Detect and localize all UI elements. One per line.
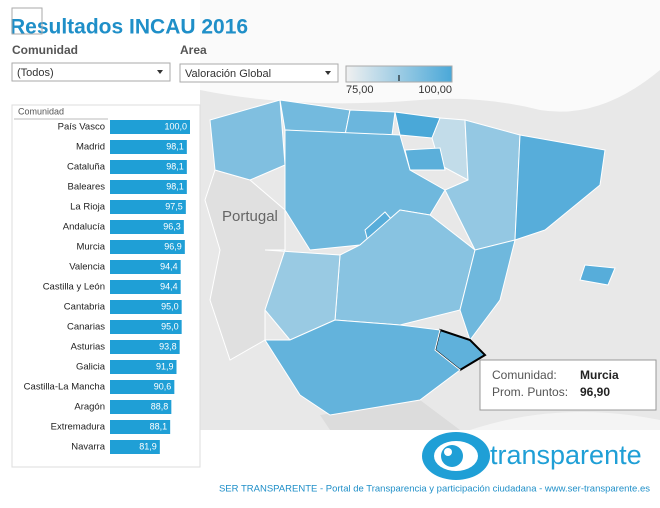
bar: [110, 260, 181, 274]
value-label: 100,0: [164, 121, 187, 131]
bar: [110, 360, 177, 374]
bar: [110, 300, 182, 314]
bar: [110, 440, 160, 454]
category-label: Extremadura: [51, 422, 106, 433]
bar: [110, 420, 171, 434]
value-label: 88,1: [150, 421, 168, 431]
category-label: Asturias: [71, 342, 106, 353]
bar: [110, 120, 190, 134]
logo-text: transparente: [490, 440, 642, 470]
category-label: Andalucía: [63, 222, 106, 233]
tooltip-value: Murcia: [580, 368, 619, 382]
bar: [110, 340, 180, 354]
category-label: Navarra: [71, 442, 106, 453]
bar: [110, 240, 185, 254]
map-region: [344, 109, 396, 136]
category-label: País Vasco: [58, 122, 105, 133]
value-label: 91,9: [156, 361, 174, 371]
tooltip-value: 96,90: [580, 385, 610, 399]
bar: [110, 400, 172, 414]
map-region: [404, 147, 446, 171]
bar: [110, 320, 182, 334]
filter-label: Area: [180, 43, 207, 57]
legend-label: 75,00: [346, 84, 374, 96]
value-label: 96,9: [164, 241, 182, 251]
tooltip: Comunidad: Murcia Prom. Puntos: 96,90: [479, 359, 657, 411]
value-label: 88,8: [151, 401, 169, 411]
map-label: Portugal: [222, 208, 278, 225]
color-legend: [345, 65, 453, 83]
bar: [110, 180, 187, 194]
bar: [110, 160, 187, 174]
category-label: Galicia: [76, 362, 106, 373]
category-label: Valencia: [69, 262, 105, 273]
bar: [110, 280, 181, 294]
category-label: Baleares: [68, 182, 106, 193]
value-label: 81,9: [139, 441, 157, 451]
value-label: 97,5: [165, 201, 183, 211]
value-label: 98,1: [166, 161, 184, 171]
focus-button[interactable]: [11, 7, 43, 35]
category-label: Castilla y León: [43, 282, 105, 293]
filter-value: (Todos): [17, 67, 54, 79]
filter-value: Valoración Global: [185, 68, 271, 80]
category-label: Cataluña: [67, 162, 106, 173]
logo: transparente: [422, 432, 642, 480]
value-label: 95,0: [161, 301, 179, 311]
map-region: [459, 239, 516, 342]
footer: SER TRANSPARENTE - Portal de Transparenc…: [219, 484, 650, 495]
dropdown-arrow: [325, 71, 331, 75]
map-region: [209, 99, 286, 181]
value-label: 98,1: [166, 181, 184, 191]
value-label: 95,0: [161, 321, 179, 331]
tooltip-label: Prom. Puntos:: [492, 385, 568, 399]
value-label: 90,6: [154, 381, 172, 391]
chart-title: Resultados INCAU 2016: [10, 16, 248, 39]
category-label: Aragón: [74, 402, 105, 413]
tooltip-label: Comunidad:: [492, 368, 557, 382]
category-label: Murcia: [76, 242, 105, 253]
map-region: [514, 134, 606, 241]
category-label: Canarias: [67, 322, 105, 333]
bar: [110, 200, 186, 214]
value-label: 94,4: [160, 281, 178, 291]
value-label: 98,1: [166, 141, 184, 151]
bar: [110, 140, 187, 154]
column-header: Comunidad: [18, 106, 64, 116]
category-label: Madrid: [76, 142, 105, 153]
filter-dropdown[interactable]: [179, 63, 339, 83]
map-region: [579, 264, 616, 286]
value-label: 94,4: [160, 261, 178, 271]
filter-dropdown[interactable]: [11, 62, 171, 82]
value-label: 96,3: [163, 221, 181, 231]
legend-label: 100,00: [418, 84, 452, 96]
category-label: Cantabria: [64, 302, 106, 313]
value-label: 93,8: [159, 341, 177, 351]
map: [209, 99, 616, 416]
map-region: [264, 319, 461, 416]
bar: [110, 380, 175, 394]
bar: [110, 220, 184, 234]
category-label: La Rioja: [70, 202, 106, 213]
filter-label: Comunidad: [12, 43, 78, 57]
category-label: Castilla-La Mancha: [24, 382, 106, 393]
dropdown-arrow: [157, 70, 163, 74]
